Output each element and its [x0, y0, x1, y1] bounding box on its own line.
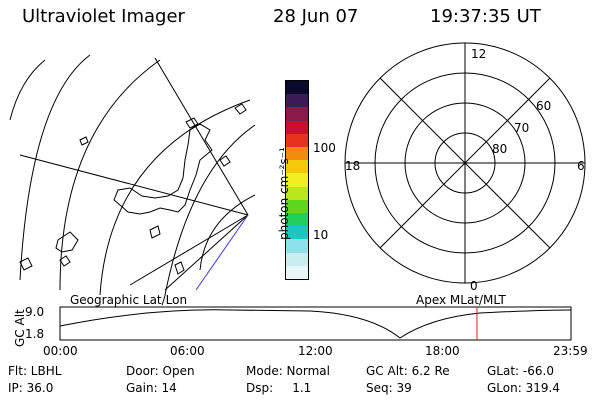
geo-panel-label: Geographic Lat/Lon: [70, 293, 188, 307]
orbit-track: [195, 214, 249, 291]
colorbar-tick-100: 100: [313, 141, 336, 155]
colorbar-band: [286, 94, 308, 108]
colorbar-band: [286, 107, 308, 121]
colorbar-band: [286, 213, 308, 227]
status-dsp: Dsp: 1.1: [246, 381, 312, 395]
status-seq: Seq: 39: [366, 381, 412, 395]
colorbar-band: [286, 120, 308, 134]
status-ip: IP: 36.0: [8, 381, 54, 395]
status-glat: GLat: -66.0: [487, 364, 554, 378]
timeline-xtick-1200: 12:00: [298, 344, 333, 358]
mlt-label-12: 12: [471, 47, 486, 61]
mlt-label-18: 18: [345, 159, 360, 173]
colorbar-band: [286, 81, 308, 95]
date-label: 28 Jun 07: [273, 6, 359, 27]
colorbar-band: [286, 147, 308, 161]
colorbar-band: [286, 226, 308, 240]
colorbar-band: [286, 239, 308, 253]
lat-label-70: 70: [514, 121, 529, 135]
colorbar-band: [286, 199, 308, 214]
status-mode: Mode: Normal: [246, 364, 330, 378]
timeline-xtick-0600: 06:00: [170, 344, 205, 358]
status-gain: Gain: 14: [126, 381, 177, 395]
mlt-label-0: 0: [470, 279, 478, 293]
timeline-ytick-1-8: 1.8: [25, 327, 45, 341]
colorbar-band: [286, 252, 308, 266]
colorbar-band: [286, 133, 308, 148]
status-gc-alt: GC Alt: 6.2 Re: [366, 364, 450, 378]
lat-label-60: 60: [536, 99, 551, 113]
timeline-ytick-9: 9.0: [25, 305, 45, 319]
colorbar-band: [286, 265, 308, 280]
status-glon: GLon: 319.4: [487, 381, 560, 395]
timeline-xtick-0000: 00:00: [43, 344, 78, 358]
colorbar-tick-10: 10: [313, 228, 329, 242]
altitude-curve: [59, 309, 572, 339]
status-door: Door: Open: [126, 364, 195, 378]
colorbar-band: [286, 160, 308, 174]
timeline-xtick-1800: 18:00: [425, 344, 460, 358]
status-filter: Flt: LBHL: [8, 364, 62, 378]
instrument-title: Ultraviolet Imager: [22, 6, 185, 27]
lat-label-80: 80: [492, 142, 507, 156]
mlt-label-6: 6: [577, 159, 585, 173]
time-label: 19:37:35 UT: [430, 6, 541, 27]
colorbar: [285, 80, 309, 280]
colorbar-band: [286, 186, 308, 200]
timeline-xtick-2359: 23:59: [553, 344, 588, 358]
polar-panel-label: Apex MLat/MLT: [416, 293, 506, 307]
colorbar-band: [286, 173, 308, 187]
